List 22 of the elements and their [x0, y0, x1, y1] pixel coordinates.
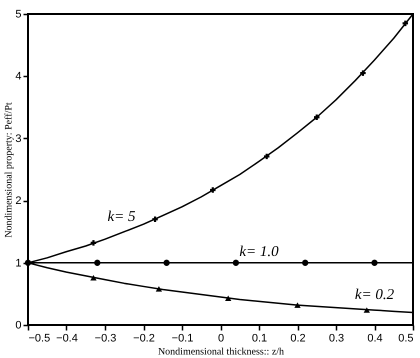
y-tick-label: 2 [15, 195, 22, 208]
y-tick-label: 4 [15, 70, 22, 83]
x-tick-label: 0.4 [367, 332, 383, 344]
x-tick-label: −0.5 [28, 332, 50, 344]
x-tick-label: 0.2 [290, 332, 306, 344]
x-tick-label: 0 [218, 332, 224, 344]
x-tick-label: −0.1 [172, 332, 194, 344]
y-tick-label: 3 [15, 132, 22, 145]
series-label: k= 1.0 [239, 244, 280, 260]
x-tick-label: −0.2 [133, 332, 155, 344]
x-tick-label: −0.4 [56, 332, 78, 344]
x-tick-label: 0.1 [252, 332, 268, 344]
y-tick-label: 1 [15, 257, 22, 270]
x-tick-label: 0.3 [328, 332, 344, 344]
y-tick-label: 0 [15, 320, 22, 332]
x-tick-label: 0.5 [398, 332, 414, 344]
y-tick-label: 5 [15, 8, 22, 20]
x-tick-label: −0.3 [94, 332, 116, 344]
series-label: k= 0.2 [354, 287, 395, 304]
series-label: k= 5 [107, 209, 136, 226]
x-axis-title: Nondimensional thickness:: z/h [158, 346, 284, 358]
y-axis-title: Nondimensional property: Peff/Pt [3, 102, 14, 238]
